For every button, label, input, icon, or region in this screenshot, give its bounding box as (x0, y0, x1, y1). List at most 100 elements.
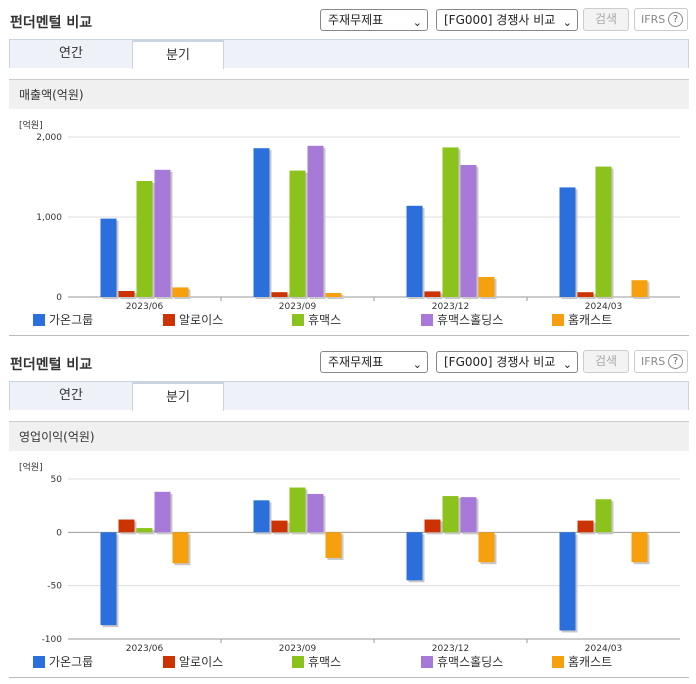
fundamental-panel-sales: 펀더멘털 비교 주재무제표 ⌄ [FG000] 경쟁사 비교 ⌄ 검색 IFRS… (0, 0, 696, 340)
help-icon: ? (668, 12, 683, 27)
bar-3-2024-03[interactable] (595, 499, 612, 533)
bar-2-2023-06[interactable] (118, 291, 135, 297)
divider (9, 677, 689, 678)
legend-swatch (33, 656, 45, 668)
help-icon: ? (668, 354, 683, 369)
legend-swatch (163, 314, 175, 326)
panel-header: 펀더멘털 비교 주재무제표 ⌄ [FG000] 경쟁사 비교 ⌄ 검색 IFRS… (0, 0, 696, 40)
x-tick-label: 2024/03 (585, 302, 622, 312)
tab-annual[interactable]: 연간 (59, 388, 83, 403)
bar-3-2023-06[interactable] (136, 528, 153, 533)
ifrs-help-button[interactable]: IFRS ? (634, 8, 688, 31)
bar-3-2023-12[interactable] (442, 147, 459, 297)
bar-5-2023-09[interactable] (325, 293, 342, 297)
bar-4-2023-12[interactable] (460, 497, 477, 533)
bar-4-2023-12[interactable] (460, 165, 477, 297)
bar-4-2023-09[interactable] (307, 493, 324, 533)
y-tick-label: 50 (51, 475, 63, 485)
bar-5-2023-06[interactable] (172, 532, 189, 564)
panel-title: 펀더멘털 비교 (10, 15, 93, 31)
metric-title: 매출액(억원) (9, 79, 689, 109)
legend-swatch (33, 314, 45, 326)
bar-1-2023-12[interactable] (406, 205, 423, 297)
y-tick-label: -100 (42, 635, 63, 645)
bar-5-2023-09[interactable] (325, 532, 342, 558)
tab-quarterly[interactable]: 분기 (132, 40, 224, 69)
x-tick-label: 2023/09 (279, 644, 317, 654)
ifrs-label: IFRS (641, 355, 666, 368)
bar-5-2023-12[interactable] (478, 277, 495, 297)
period-tabs: 연간 분기 (9, 39, 689, 69)
bar-3-2023-06[interactable] (136, 181, 153, 297)
x-tick-label: 2023/06 (126, 302, 164, 312)
unit-label: [억원] (19, 121, 43, 131)
legend-label: 휴맥스 (308, 313, 342, 327)
legend-swatch (552, 314, 564, 326)
chevron-down-icon: ⌄ (412, 358, 422, 371)
bar-1-2023-06[interactable] (100, 218, 117, 297)
period-tabs: 연간 분기 (9, 381, 689, 411)
bar-2-2023-09[interactable] (271, 292, 288, 297)
bar-2-2023-12[interactable] (424, 291, 441, 297)
ifrs-help-button[interactable]: IFRS ? (634, 350, 688, 373)
compare-select[interactable]: [FG000] 경쟁사 비교 ⌄ (436, 351, 578, 373)
bar-2-2023-09[interactable] (271, 520, 288, 533)
legend-label: 휴맥스홀딩스 (437, 655, 504, 669)
y-tick-label: 1,000 (36, 213, 62, 223)
search-button[interactable]: 검색 (583, 350, 629, 373)
panel-title: 펀더멘털 비교 (10, 357, 93, 373)
bar-4-2023-06[interactable] (154, 491, 171, 533)
bar-1-2023-09[interactable] (253, 500, 270, 533)
bar-3-2023-12[interactable] (442, 496, 459, 533)
bar-1-2023-06[interactable] (100, 532, 117, 626)
x-tick-label: 2023/12 (432, 302, 469, 312)
ifrs-label: IFRS (641, 13, 666, 26)
legend-label: 휴맥스 (308, 655, 342, 669)
metric-title: 영업이익(억원) (9, 421, 689, 451)
bar-5-2023-12[interactable] (478, 532, 495, 563)
statement-select[interactable]: 주재무제표 ⌄ (320, 351, 428, 373)
bar-5-2023-06[interactable] (172, 287, 189, 297)
y-tick-label: -50 (47, 582, 62, 592)
bar-2-2024-03[interactable] (577, 520, 594, 533)
bar-2-2023-06[interactable] (118, 519, 135, 533)
chevron-down-icon: ⌄ (562, 16, 572, 29)
statement-select[interactable]: 주재무제표 ⌄ (320, 9, 428, 31)
compare-select-value: [FG000] 경쟁사 비교 (444, 13, 556, 27)
tab-annual[interactable]: 연간 (59, 46, 83, 61)
legend-swatch (421, 314, 433, 326)
bar-2-2024-03[interactable] (577, 292, 594, 297)
legend-swatch (292, 656, 304, 668)
x-tick-label: 2023/09 (279, 302, 317, 312)
bar-5-2024-03[interactable] (631, 532, 648, 563)
bar-3-2023-09[interactable] (289, 487, 306, 533)
bar-1-2024-03[interactable] (559, 187, 576, 297)
legend-swatch (421, 656, 433, 668)
legend-swatch (552, 656, 564, 668)
compare-select[interactable]: [FG000] 경쟁사 비교 ⌄ (436, 9, 578, 31)
legend-swatch (292, 314, 304, 326)
bar-1-2023-12[interactable] (406, 532, 423, 581)
bar-5-2024-03[interactable] (631, 280, 648, 297)
bar-chart: -100 -50 0 50 2023/06 2023/09 2023/12 2024/03 (42, 475, 680, 654)
bar-1-2023-09[interactable] (253, 148, 270, 297)
tab-quarterly[interactable]: 분기 (132, 382, 224, 411)
bar-2-2023-12[interactable] (424, 519, 441, 533)
statement-select-value: 주재무제표 (328, 355, 384, 369)
legend-label: 홈캐스트 (568, 313, 613, 327)
legend-label: 가온그룹 (49, 655, 94, 669)
bar-3-2023-09[interactable] (289, 170, 306, 297)
legend-label: 알로이스 (179, 313, 224, 327)
bar-4-2023-09[interactable] (307, 145, 324, 297)
legend-swatch (163, 656, 175, 668)
search-button[interactable]: 검색 (583, 8, 629, 31)
x-tick-label: 2024/03 (585, 644, 622, 654)
bar-3-2024-03[interactable] (595, 166, 612, 297)
bar-1-2024-03[interactable] (559, 532, 576, 631)
bar-4-2023-06[interactable] (154, 169, 171, 297)
chevron-down-icon: ⌄ (412, 16, 422, 29)
legend-label: 가온그룹 (49, 313, 94, 327)
statement-select-value: 주재무제표 (328, 13, 384, 27)
x-tick-label: 2023/12 (432, 644, 469, 654)
compare-select-value: [FG000] 경쟁사 비교 (444, 355, 556, 369)
